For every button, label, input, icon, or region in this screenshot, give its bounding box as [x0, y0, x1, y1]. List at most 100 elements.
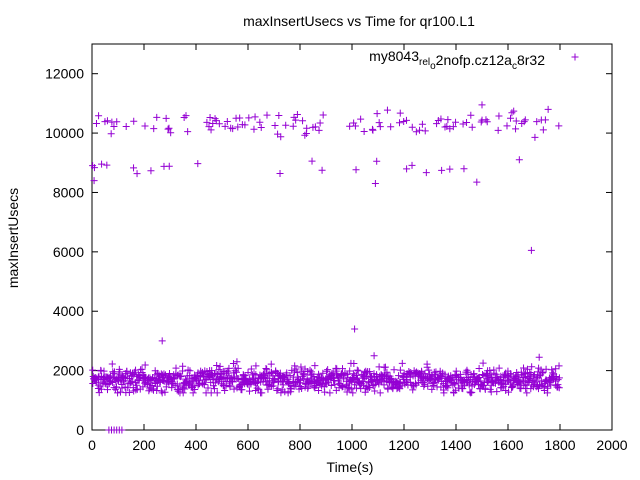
scatter-point: [95, 112, 103, 120]
scatter-point: [281, 388, 289, 396]
scatter-point: [521, 377, 529, 385]
legend-label-part: 8r32: [517, 52, 545, 68]
x-tick-label: 0: [88, 437, 96, 453]
scatter-point: [395, 119, 403, 127]
scatter-point: [433, 120, 441, 128]
scatter-point: [252, 362, 260, 370]
scatter-point: [441, 123, 449, 131]
scatter-point: [380, 381, 388, 389]
scatter-point: [452, 118, 460, 126]
scatter-point: [162, 371, 170, 379]
scatter-point: [274, 385, 282, 393]
scatter-point: [351, 325, 359, 333]
scatter-point: [508, 109, 516, 117]
scatter-point: [191, 385, 199, 393]
scatter-point: [376, 389, 384, 397]
scatter-point: [133, 381, 141, 389]
scatter-point: [438, 166, 446, 174]
y-tick-label: 8000: [53, 184, 84, 200]
scatter-point: [324, 366, 332, 374]
scatter-point: [395, 383, 403, 391]
scatter-point: [353, 371, 361, 379]
scatter-point: [174, 386, 182, 394]
scatter-point: [258, 389, 266, 397]
scatter-point: [375, 119, 383, 127]
scatter-point: [402, 116, 410, 124]
scatter-point: [318, 166, 326, 174]
scatter-point: [512, 117, 520, 125]
scatter-point: [275, 112, 283, 120]
scatter-point: [416, 126, 424, 134]
scatter-point: [531, 133, 539, 141]
scatter-point: [351, 122, 359, 130]
scatter-point: [150, 125, 158, 133]
scatter-point: [539, 126, 547, 134]
scatter-point: [369, 126, 377, 134]
x-tick-label: 200: [132, 437, 156, 453]
scatter-point: [172, 364, 180, 372]
scatter-point: [221, 122, 229, 130]
scatter-point: [478, 101, 486, 109]
scatter-point: [448, 377, 456, 385]
scatter-point: [406, 369, 414, 377]
scatter-point: [347, 385, 355, 393]
scatter-point: [502, 387, 510, 395]
scatter-point: [475, 364, 483, 372]
scatter-point: [361, 374, 369, 382]
scatter-point: [210, 385, 218, 393]
chart-title: maxInsertUsecs vs Time for qr100.L1: [243, 13, 475, 29]
x-tick-label: 800: [288, 437, 312, 453]
scatter-point: [520, 364, 528, 372]
scatter-point: [199, 380, 207, 388]
scatter-point: [422, 169, 430, 177]
scatter-point: [346, 367, 354, 375]
x-tick-label: 1200: [388, 437, 419, 453]
scatter-point: [512, 125, 520, 133]
scatter-point: [250, 370, 258, 378]
scatter-point: [408, 161, 416, 169]
scatter-point: [221, 386, 229, 394]
scatter-point: [273, 387, 281, 395]
scatter-point: [207, 389, 215, 397]
scatter-point: [147, 167, 155, 175]
scatter-point: [527, 246, 535, 254]
scatter-point: [366, 374, 374, 382]
scatter-point: [204, 384, 212, 392]
scatter-point: [292, 116, 300, 124]
scatter-point: [212, 117, 220, 125]
scatter-point: [133, 170, 141, 178]
scatter-point: [322, 379, 330, 387]
scatter-point: [186, 378, 194, 386]
y-tick-label: 4000: [53, 303, 84, 319]
scatter-point: [292, 381, 300, 389]
scatter-point: [229, 125, 237, 133]
scatter-point: [469, 373, 477, 381]
scatter-point: [323, 367, 331, 375]
scatter-point: [257, 123, 265, 131]
x-tick-label: 1600: [492, 437, 523, 453]
y-tick-label: 10000: [45, 125, 84, 141]
x-tick-label: 1400: [440, 437, 471, 453]
scatter-point: [203, 118, 211, 126]
scatter-point: [207, 126, 215, 134]
scatter-point: [383, 368, 391, 376]
scatter-point: [251, 113, 259, 121]
scatter-point: [233, 368, 241, 376]
scatter-point: [398, 359, 406, 367]
scatter-point: [245, 387, 253, 395]
scatter-point: [460, 165, 468, 173]
scatter-point: [216, 362, 224, 370]
scatter-point: [181, 385, 189, 393]
scatter-point: [319, 369, 327, 377]
scatter-point: [234, 123, 242, 131]
scatter-point: [271, 122, 279, 130]
scatter-point: [256, 118, 264, 126]
scatter-point: [373, 110, 381, 118]
scatter-point: [486, 366, 494, 374]
scatter-point: [326, 389, 334, 397]
scatter-point: [153, 113, 161, 121]
scatter-point: [166, 370, 174, 378]
scatter-point: [300, 371, 308, 379]
scatter-point: [118, 426, 126, 434]
